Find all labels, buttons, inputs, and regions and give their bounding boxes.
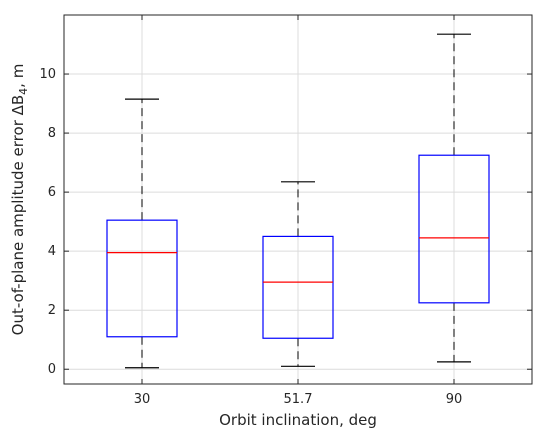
box-plot-series [106, 33, 490, 369]
iqr-box [106, 219, 178, 338]
box-group-51.7 [262, 181, 334, 367]
x-axis-label: Orbit inclination, deg [219, 411, 377, 429]
y-axis-label-subscript: 4 [17, 88, 30, 95]
x-tick-label: 51.7 [284, 392, 313, 407]
x-tick-label: 30 [134, 392, 151, 407]
box-group-90 [418, 33, 490, 363]
y-tick-label: 8 [48, 126, 56, 141]
y-axis-label-main: Out-of-plane amplitude error ΔB [9, 95, 27, 336]
y-tick-label: 10 [39, 67, 56, 82]
x-tick-label: 90 [446, 392, 463, 407]
y-axis-label-suffix: , m [9, 64, 27, 88]
y-tick-label: 6 [48, 185, 56, 200]
y-tick-label: 2 [48, 303, 56, 318]
iqr-box [262, 235, 334, 339]
y-tick-label: 0 [48, 362, 56, 377]
grid-lines [64, 15, 532, 384]
axis-ticks: 0 2 4 6 8 10 30 51.7 90 [39, 15, 532, 407]
y-axis-label: Out-of-plane amplitude error ΔB4, m [9, 64, 30, 336]
box-group-30 [106, 98, 178, 369]
y-tick-label: 4 [48, 244, 56, 259]
iqr-box [418, 154, 490, 304]
